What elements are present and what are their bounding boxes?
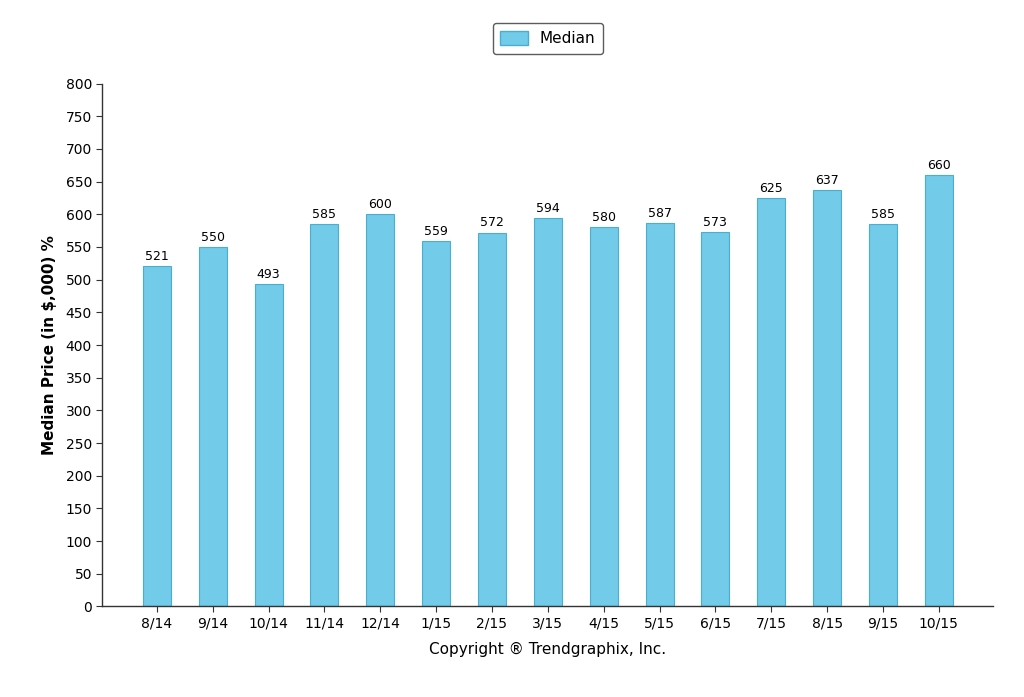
Text: 573: 573 xyxy=(703,215,727,229)
Bar xyxy=(701,232,729,606)
Text: 600: 600 xyxy=(369,198,392,211)
Text: 580: 580 xyxy=(592,211,615,224)
Bar xyxy=(869,224,897,606)
Text: 493: 493 xyxy=(257,268,281,281)
Bar xyxy=(310,224,338,606)
Bar xyxy=(925,175,952,606)
Bar xyxy=(590,227,617,606)
Text: 559: 559 xyxy=(424,225,449,238)
Y-axis label: Median Price (in $,000) %: Median Price (in $,000) % xyxy=(42,235,57,455)
Text: 625: 625 xyxy=(760,182,783,194)
Text: 660: 660 xyxy=(927,159,950,172)
Text: 572: 572 xyxy=(480,216,504,229)
Bar xyxy=(255,284,283,606)
X-axis label: Copyright ® Trendgraphix, Inc.: Copyright ® Trendgraphix, Inc. xyxy=(429,642,667,657)
Bar xyxy=(199,247,226,606)
Text: 550: 550 xyxy=(201,231,224,244)
Text: 587: 587 xyxy=(647,206,672,220)
Bar xyxy=(143,266,171,606)
Legend: Median: Median xyxy=(493,23,603,54)
Text: 594: 594 xyxy=(536,202,560,215)
Bar xyxy=(813,190,841,606)
Text: 637: 637 xyxy=(815,174,839,187)
Text: 585: 585 xyxy=(871,208,895,221)
Text: 521: 521 xyxy=(145,250,169,263)
Bar xyxy=(758,198,785,606)
Bar xyxy=(367,215,394,606)
Bar xyxy=(645,223,674,606)
Bar xyxy=(478,233,506,606)
Bar xyxy=(534,218,562,606)
Bar xyxy=(422,241,451,606)
Text: 585: 585 xyxy=(312,208,337,221)
